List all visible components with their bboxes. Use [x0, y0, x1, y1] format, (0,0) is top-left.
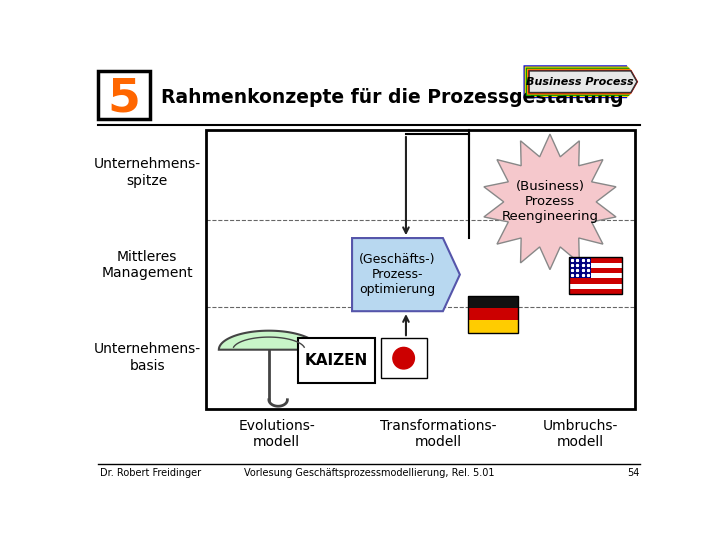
- FancyBboxPatch shape: [381, 338, 427, 378]
- FancyBboxPatch shape: [467, 296, 518, 308]
- Text: Transformations-
modell: Transformations- modell: [380, 419, 497, 449]
- Circle shape: [393, 347, 415, 369]
- FancyBboxPatch shape: [98, 71, 150, 119]
- Text: (Geschäfts-)
Prozess-
optimierung: (Geschäfts-) Prozess- optimierung: [359, 253, 436, 296]
- Polygon shape: [529, 71, 637, 92]
- FancyBboxPatch shape: [570, 257, 621, 262]
- Text: Vorlesung Geschäftsprozessmodellierung, Rel. 5.01: Vorlesung Geschäftsprozessmodellierung, …: [244, 468, 494, 478]
- FancyBboxPatch shape: [467, 320, 518, 333]
- Text: 54: 54: [628, 468, 640, 478]
- FancyBboxPatch shape: [570, 289, 621, 294]
- FancyBboxPatch shape: [570, 273, 621, 279]
- FancyBboxPatch shape: [570, 268, 621, 273]
- Text: Dr. Robert Freidinger: Dr. Robert Freidinger: [99, 468, 201, 478]
- Text: Rahmenkonzepte für die Prozessgestaltung: Rahmenkonzepte für die Prozessgestaltung: [161, 87, 624, 106]
- Text: Mittleres
Management: Mittleres Management: [102, 250, 193, 280]
- Text: Unternehmens-
basis: Unternehmens- basis: [94, 342, 201, 373]
- FancyBboxPatch shape: [570, 279, 621, 284]
- Text: 5: 5: [108, 76, 140, 121]
- FancyBboxPatch shape: [298, 338, 375, 383]
- Polygon shape: [219, 330, 319, 350]
- FancyBboxPatch shape: [570, 262, 621, 268]
- Text: Evolutions-
modell: Evolutions- modell: [238, 419, 315, 449]
- FancyBboxPatch shape: [570, 284, 621, 289]
- Polygon shape: [352, 238, 460, 311]
- FancyBboxPatch shape: [206, 130, 636, 409]
- Text: KAIZEN: KAIZEN: [305, 353, 369, 368]
- Polygon shape: [484, 134, 616, 269]
- FancyBboxPatch shape: [467, 308, 518, 320]
- FancyBboxPatch shape: [570, 257, 591, 278]
- Text: Unternehmens-
spitze: Unternehmens- spitze: [94, 158, 201, 188]
- Text: (Business)
Prozess
Reengineering: (Business) Prozess Reengineering: [501, 180, 598, 224]
- Text: Umbruchs-
modell: Umbruchs- modell: [543, 419, 618, 449]
- Text: Business Process: Business Process: [526, 77, 634, 87]
